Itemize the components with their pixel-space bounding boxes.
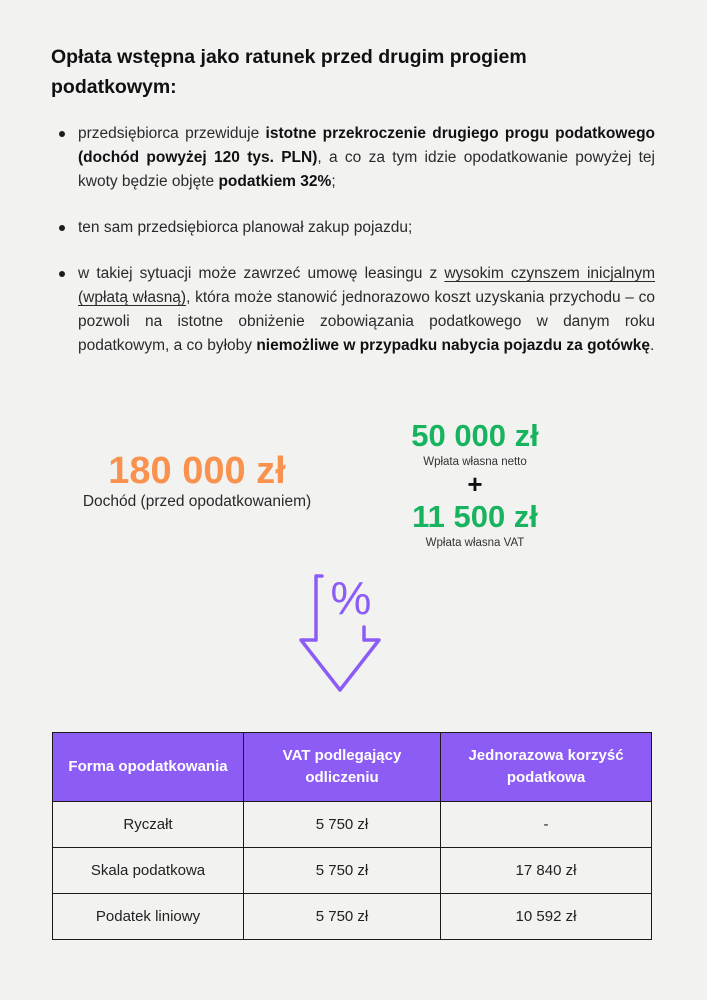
bullet-bold-text: podatkiem 32% [218,173,332,190]
net-payment-label: Wpłata własna netto [423,456,527,468]
vat-payment-amount: 11 500 zł [412,499,538,534]
bullet-item-threshold: przedsiębiorca przewiduje istotne przekr… [50,122,655,194]
percent-symbol: % [331,572,372,624]
net-payment-block: 50 000 zł Wpłata własna netto [385,418,565,468]
income-block: 180 000 zł Dochód (przed opodatkowaniem) [52,445,342,511]
page-title: Opłata wstępna jako ratunek przed drugim… [51,46,527,98]
header-tax-form: Forma opodatkowania [52,732,244,802]
table-row: Skala podatkowa 5 750 zł 17 840 zł [52,847,652,894]
cell-vat: 5 750 zł [243,893,441,940]
bullet-text: . [649,337,655,354]
table-row: Podatek liniowy 5 750 zł 10 592 zł [52,893,652,940]
cell-tax-form: Skala podatkowa [52,847,244,894]
income-label: Dochód (przed opodatkowaniem) [82,493,312,510]
bullet-item-leasing: w takiej sytuacji może zawrzeć umowę lea… [50,262,655,358]
bullet-text: , która może stanowić jednorazowo koszt … [78,289,655,354]
table-row: Ryczałt 5 750 zł - [52,801,652,848]
cell-tax-form: Ryczałt [52,801,244,848]
bullet-text: przedsiębiorca przewiduje [78,125,266,142]
bullet-list: przedsiębiorca przewiduje istotne przekr… [50,122,655,358]
tax-table: Forma opodatkowania VAT podlegający odli… [52,732,652,940]
cell-benefit: 10 592 zł [440,893,652,940]
plus-sign: + [467,469,483,499]
bullet-item-vehicle: ten sam przedsiębiorca planował zakup po… [50,216,655,240]
percent-down-arrow-icon: % [295,572,385,699]
bullet-bold-text: niemożliwe w przypadku nabycia pojazdu z… [256,337,650,354]
bullet-bold-text: istotne przekroczenie drugiego progu pod… [78,125,656,166]
table-header-row: Forma opodatkowania VAT podlegający odli… [52,732,652,802]
header-vat: VAT podlegający odliczeniu [243,732,441,802]
net-payment-amount: 50 000 zł [411,418,539,453]
income-amount: 180 000 zł [108,450,286,492]
bullet-text: w takiej sytuacji może zawrzeć umowę lea… [78,265,445,282]
bullet-text: , a co za tym idzie opodatkowanie powyże… [78,149,655,190]
bullet-underlined-text: wysokim czynszem inicjalnym (wpłatą włas… [78,265,656,306]
bullet-text: ; [331,173,336,190]
header-benefit: Jednorazowa korzyść podatkowa [440,732,652,802]
cell-tax-form: Podatek liniowy [52,893,244,940]
cell-vat: 5 750 zł [243,801,441,848]
bullet-text: ten sam przedsiębiorca planował zakup po… [78,219,413,236]
cell-benefit: - [440,801,652,848]
vat-payment-block: 11 500 zł Wpłata własna VAT [385,499,565,549]
vat-payment-label: Wpłata własna VAT [425,537,525,549]
cell-vat: 5 750 zł [243,847,441,894]
cell-benefit: 17 840 zł [440,847,652,894]
